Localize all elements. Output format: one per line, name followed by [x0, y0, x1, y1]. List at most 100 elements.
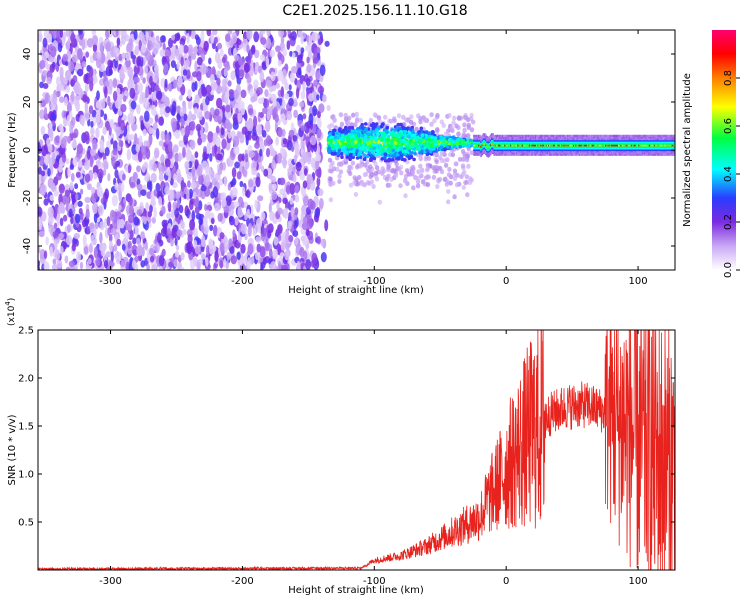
heatmap-cell — [227, 182, 232, 191]
heatmap-cell — [136, 165, 141, 173]
heatmap-cell — [155, 182, 161, 193]
heatmap-cell — [150, 104, 157, 116]
heatmap-cell — [398, 151, 403, 155]
heatmap-cell — [300, 35, 304, 45]
heatmap-cell — [265, 79, 272, 88]
heatmap-cell — [141, 43, 147, 54]
heatmap-cell — [138, 31, 145, 40]
heatmap-cell — [153, 189, 158, 197]
heatmap-cell — [234, 216, 239, 226]
heatmap-cell — [201, 253, 206, 260]
heatmap-cell — [113, 244, 118, 252]
heatmap-cell — [301, 151, 308, 163]
heatmap-cell — [89, 156, 94, 168]
heatmap-cell — [383, 156, 387, 160]
heatmap-cell — [38, 32, 43, 43]
heatmap-cell — [106, 51, 111, 60]
heatmap-cell — [122, 173, 126, 181]
heatmap-cell — [267, 106, 273, 116]
heatmap-cell — [407, 131, 412, 135]
heatmap-cell — [228, 238, 233, 248]
heatmap-cell — [165, 106, 171, 114]
heatmap-cell — [176, 61, 180, 70]
heatmap-cell — [308, 93, 314, 102]
heatmap-cell — [189, 200, 194, 211]
heatmap-cell — [289, 183, 296, 195]
heatmap-cell — [277, 233, 282, 242]
heatmap-cell — [328, 197, 334, 203]
heatmap-cell — [182, 69, 188, 76]
heatmap-cell — [462, 114, 468, 120]
heatmap-cell — [275, 45, 281, 53]
heatmap-cell — [346, 145, 351, 149]
heatmap-cell — [194, 151, 199, 159]
heatmap-cell — [190, 30, 197, 40]
heatmap-cell — [454, 161, 459, 167]
heatmap-cell — [305, 228, 310, 237]
heatmap-cell — [390, 130, 395, 135]
heatmap-cell — [425, 148, 429, 153]
heatmap-cell — [263, 98, 270, 109]
heatmap-cell — [377, 199, 382, 205]
heatmap-cell — [235, 107, 239, 115]
heatmap-cell — [43, 261, 50, 270]
heatmap-cell — [439, 169, 445, 175]
heatmap-cell — [223, 175, 228, 187]
heatmap-cell — [99, 232, 103, 244]
heatmap-cell — [259, 246, 266, 258]
heatmap-cell — [75, 213, 81, 224]
heatmap-cell — [240, 89, 247, 99]
heatmap-cell — [369, 158, 373, 162]
heatmap-cell — [408, 127, 413, 131]
heatmap-cell — [292, 173, 297, 183]
heatmap-cell — [220, 127, 225, 136]
heatmap-cell — [305, 44, 312, 52]
heatmap-cell — [294, 207, 299, 216]
heatmap-cell — [111, 194, 118, 207]
heatmap-cell — [180, 252, 185, 261]
heatmap-cell — [53, 222, 58, 229]
heatmap-cell — [164, 185, 170, 195]
heatmap-cell — [385, 126, 390, 130]
heatmap-cell — [210, 217, 215, 225]
heatmap-cell — [317, 119, 322, 129]
heatmap-cell — [140, 120, 144, 130]
heatmap-cell — [216, 136, 221, 148]
heatmap-cell — [127, 240, 132, 249]
heatmap-cell — [194, 206, 200, 215]
heatmap-cell — [228, 89, 235, 98]
heatmap-cell — [73, 132, 77, 139]
heatmap-cell — [212, 186, 219, 198]
heatmap-cell — [297, 67, 302, 76]
heatmap-cell — [259, 54, 265, 61]
heatmap-cell — [49, 63, 55, 73]
heatmap-cell — [55, 172, 62, 181]
heatmap-cell — [145, 31, 149, 42]
heatmap-cell — [185, 165, 189, 175]
heatmap-cell — [255, 176, 261, 188]
heatmap-cell — [40, 183, 47, 196]
heatmap-cell — [158, 116, 165, 126]
heatmap-cell — [458, 145, 463, 149]
heatmap-cell — [270, 71, 276, 82]
heatmap-cell — [277, 60, 282, 67]
heatmap-cell — [246, 76, 252, 84]
heatmap-cell — [254, 251, 260, 261]
heatmap-cell — [217, 115, 222, 124]
heatmap-cell — [71, 141, 77, 149]
heatmap-cell — [452, 115, 457, 121]
heatmap-cell — [420, 137, 424, 142]
heatmap-cell — [119, 72, 126, 80]
heatmap-cell — [51, 182, 56, 190]
heatmap-cell — [333, 135, 338, 139]
heatmap-cell — [236, 171, 242, 180]
heatmap-cell — [136, 183, 143, 191]
heatmap-cell — [170, 60, 176, 69]
heatmap-cell — [136, 245, 143, 257]
heatmap-cell — [338, 112, 344, 118]
heatmap-cell — [62, 135, 69, 142]
heatmap-cell — [70, 172, 75, 182]
heatmap-cell — [260, 211, 266, 221]
heatmap-cell — [253, 79, 259, 89]
heatmap-cell — [201, 133, 207, 140]
